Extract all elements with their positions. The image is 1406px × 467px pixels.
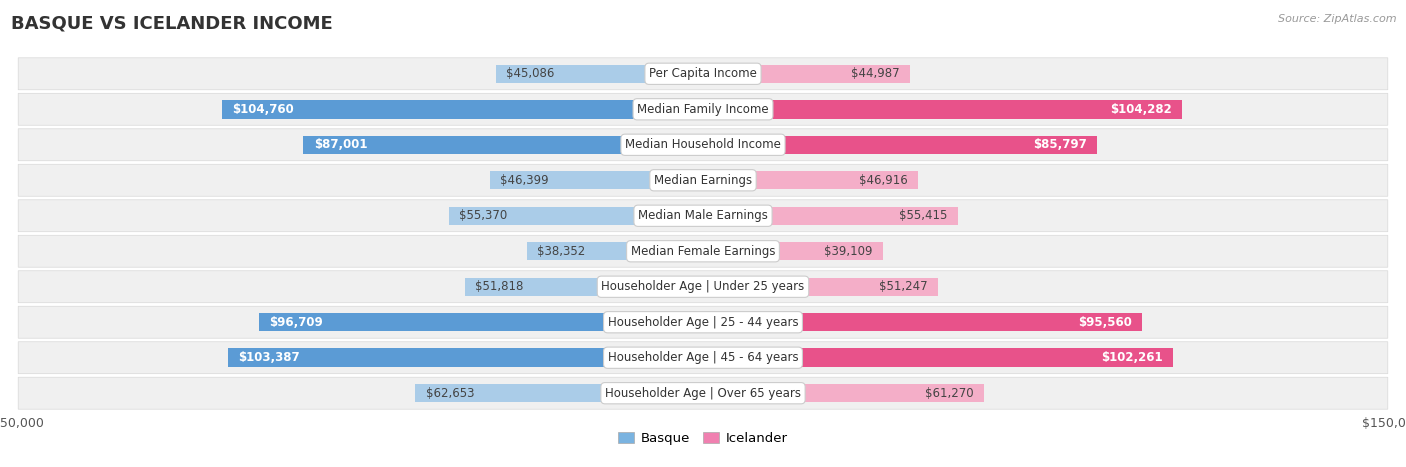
Bar bbox=[259, 313, 703, 332]
FancyBboxPatch shape bbox=[18, 235, 1388, 267]
Text: $95,560: $95,560 bbox=[1077, 316, 1132, 329]
Text: Median Earnings: Median Earnings bbox=[654, 174, 752, 187]
Text: $62,653: $62,653 bbox=[426, 387, 474, 400]
Text: $85,797: $85,797 bbox=[1033, 138, 1087, 151]
Text: $44,987: $44,987 bbox=[851, 67, 900, 80]
Text: $46,916: $46,916 bbox=[859, 174, 908, 187]
Text: Householder Age | Under 25 years: Householder Age | Under 25 years bbox=[602, 280, 804, 293]
Text: $39,109: $39,109 bbox=[824, 245, 872, 258]
Bar bbox=[228, 348, 703, 367]
Bar bbox=[222, 100, 703, 119]
Text: $103,387: $103,387 bbox=[239, 351, 299, 364]
Bar bbox=[304, 135, 703, 154]
Bar bbox=[703, 348, 1173, 367]
Text: $46,399: $46,399 bbox=[501, 174, 548, 187]
FancyBboxPatch shape bbox=[18, 342, 1388, 374]
Text: Median Female Earnings: Median Female Earnings bbox=[631, 245, 775, 258]
Text: $104,282: $104,282 bbox=[1109, 103, 1171, 116]
Bar bbox=[703, 64, 910, 83]
Text: Householder Age | 45 - 64 years: Householder Age | 45 - 64 years bbox=[607, 351, 799, 364]
Bar bbox=[415, 384, 703, 403]
Text: Householder Age | 25 - 44 years: Householder Age | 25 - 44 years bbox=[607, 316, 799, 329]
FancyBboxPatch shape bbox=[18, 93, 1388, 125]
Text: BASQUE VS ICELANDER INCOME: BASQUE VS ICELANDER INCOME bbox=[11, 14, 333, 32]
FancyBboxPatch shape bbox=[18, 200, 1388, 232]
Bar bbox=[703, 135, 1097, 154]
Text: Householder Age | Over 65 years: Householder Age | Over 65 years bbox=[605, 387, 801, 400]
Bar bbox=[496, 64, 703, 83]
Bar bbox=[703, 384, 984, 403]
Text: $61,270: $61,270 bbox=[925, 387, 974, 400]
Bar bbox=[703, 100, 1182, 119]
Text: Per Capita Income: Per Capita Income bbox=[650, 67, 756, 80]
Legend: Basque, Icelander: Basque, Icelander bbox=[613, 427, 793, 451]
Text: $51,818: $51,818 bbox=[475, 280, 523, 293]
Text: $102,261: $102,261 bbox=[1101, 351, 1163, 364]
Bar bbox=[465, 277, 703, 296]
Text: $55,370: $55,370 bbox=[458, 209, 508, 222]
Text: $55,415: $55,415 bbox=[898, 209, 948, 222]
FancyBboxPatch shape bbox=[18, 58, 1388, 90]
Bar bbox=[703, 171, 918, 190]
Text: Median Household Income: Median Household Income bbox=[626, 138, 780, 151]
Bar bbox=[703, 277, 938, 296]
FancyBboxPatch shape bbox=[18, 271, 1388, 303]
Bar bbox=[703, 206, 957, 225]
Text: $45,086: $45,086 bbox=[506, 67, 554, 80]
Bar bbox=[527, 242, 703, 261]
Text: $87,001: $87,001 bbox=[314, 138, 367, 151]
FancyBboxPatch shape bbox=[18, 129, 1388, 161]
FancyBboxPatch shape bbox=[18, 164, 1388, 196]
Text: $51,247: $51,247 bbox=[879, 280, 928, 293]
Text: Median Family Income: Median Family Income bbox=[637, 103, 769, 116]
Bar bbox=[449, 206, 703, 225]
Text: $96,709: $96,709 bbox=[269, 316, 323, 329]
Text: Source: ZipAtlas.com: Source: ZipAtlas.com bbox=[1278, 14, 1396, 24]
Bar bbox=[489, 171, 703, 190]
Bar bbox=[703, 242, 883, 261]
Text: $104,760: $104,760 bbox=[232, 103, 294, 116]
Text: $38,352: $38,352 bbox=[537, 245, 585, 258]
Text: Median Male Earnings: Median Male Earnings bbox=[638, 209, 768, 222]
Bar bbox=[703, 313, 1142, 332]
FancyBboxPatch shape bbox=[18, 377, 1388, 409]
FancyBboxPatch shape bbox=[18, 306, 1388, 338]
